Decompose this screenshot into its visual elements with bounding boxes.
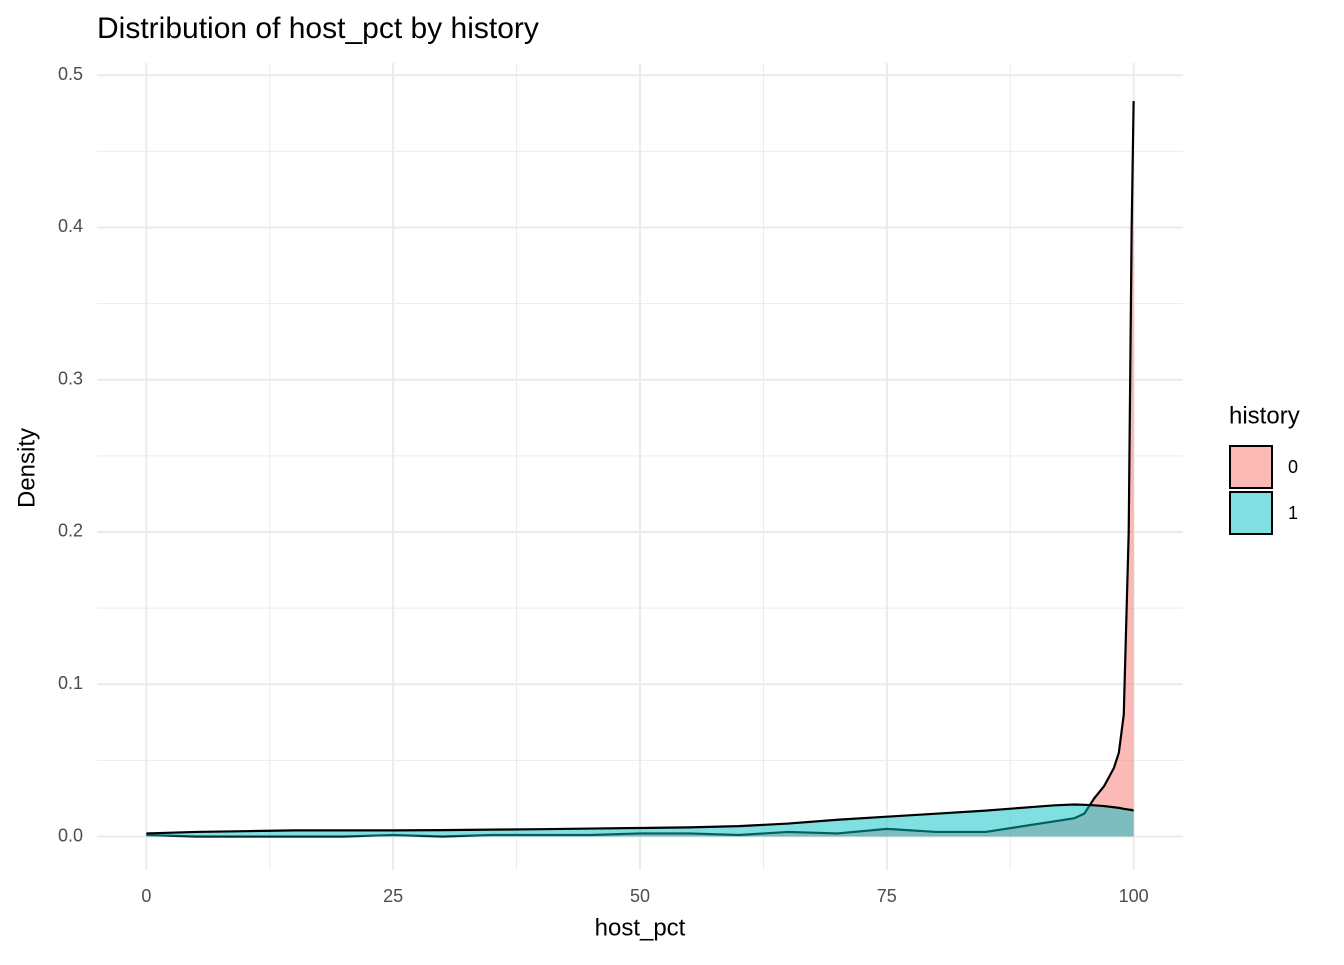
y-axis-label: Density [13, 428, 40, 508]
x-tick-label: 25 [383, 886, 403, 906]
x-tick-label: 50 [630, 886, 650, 906]
density-line [146, 803, 1134, 835]
legend-key [1229, 491, 1273, 535]
legend-label: 1 [1288, 503, 1298, 523]
y-tick-label: 0.5 [58, 64, 83, 84]
legend-key [1229, 445, 1273, 489]
legend-title: history [1229, 402, 1300, 429]
x-axis-label: host_pct [595, 914, 686, 941]
y-tick-label: 0.0 [58, 825, 83, 845]
y-tick-label: 0.2 [58, 521, 83, 541]
x-tick-label: 0 [141, 886, 151, 906]
chart-title: Distribution of host_pct by history [97, 12, 539, 45]
y-tick-label: 0.1 [58, 673, 83, 693]
y-tick-label: 0.4 [58, 216, 83, 236]
x-tick-label: 100 [1119, 886, 1149, 906]
legend-label: 0 [1288, 457, 1298, 477]
density-area [146, 804, 1134, 837]
y-tick-label: 0.3 [58, 368, 83, 388]
x-tick-label: 75 [877, 886, 897, 906]
